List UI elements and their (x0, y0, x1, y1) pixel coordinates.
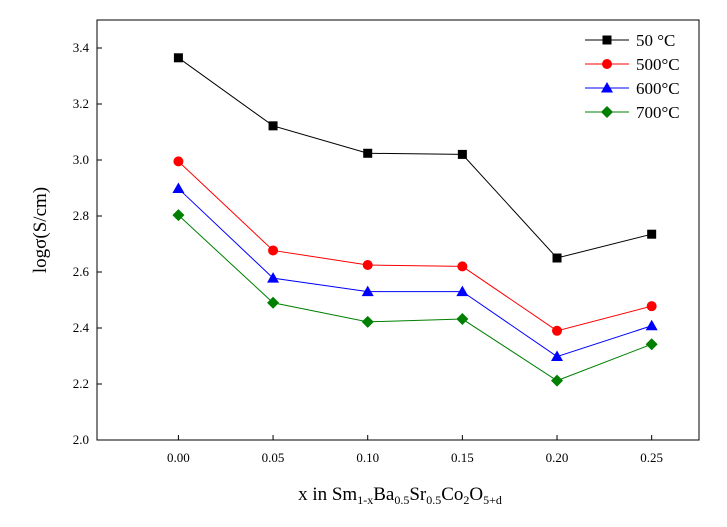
data-point (456, 285, 469, 297)
series-line (178, 214, 652, 382)
data-point (173, 156, 184, 167)
data-point (172, 209, 185, 222)
y-axis-title: logσ(S/cm) (30, 187, 51, 273)
data-point (361, 285, 374, 297)
x-axis-title: x in Sm1-xBa0.5Sr0.5Co2O5+d (298, 484, 502, 507)
x-axis-title-subscript: 5+d (483, 493, 502, 507)
x-tick-label: 0.20 (546, 450, 569, 465)
x-axis-title-subscript: 2 (463, 493, 469, 507)
data-point (362, 260, 373, 270)
data-point (457, 261, 468, 272)
data-point (456, 313, 469, 326)
series-line (178, 57, 652, 259)
series-2 (173, 156, 657, 336)
data-point (646, 301, 657, 312)
y-tick-label: 2.0 (73, 432, 89, 447)
data-point (552, 253, 562, 263)
y-tick-label: 2.8 (73, 208, 89, 223)
x-tick-label: 0.05 (262, 450, 285, 465)
data-point (361, 315, 374, 328)
x-axis-title-part: Sr (409, 484, 427, 505)
y-tick-label: 2.6 (73, 264, 90, 279)
data-point (267, 296, 280, 309)
data-point (645, 338, 658, 351)
y-tick-label: 3.0 (73, 152, 89, 167)
x-axis-title-subscript: 0.5 (394, 493, 409, 507)
x-axis-title-subscript: 0.5 (426, 493, 441, 507)
series-1 (173, 53, 657, 263)
data-point (268, 245, 279, 256)
data-point (647, 229, 657, 239)
x-axis-title-part: Co (441, 484, 463, 505)
x-axis-title-subscript: 1-x (357, 493, 373, 507)
plot-frame (96, 19, 700, 441)
legend-label: 600°C (636, 79, 680, 98)
legend-marker (602, 35, 612, 45)
legend-label: 50 °C (636, 31, 675, 50)
data-point (363, 148, 373, 158)
data-point (645, 319, 658, 331)
x-tick-label: 0.15 (451, 450, 474, 465)
data-point (457, 149, 467, 159)
series-3 (172, 182, 658, 362)
x-tick-label: 0.00 (167, 450, 190, 465)
y-tick-label: 2.2 (73, 376, 89, 391)
data-point (172, 182, 185, 194)
x-tick-label: 0.10 (356, 450, 379, 465)
data-point (551, 350, 564, 362)
x-axis-title-part: x in Sm (298, 484, 357, 505)
legend-label: 700°C (636, 103, 680, 122)
y-tick-label: 3.2 (73, 96, 89, 111)
data-point (173, 53, 183, 63)
y-tick-label: 3.4 (73, 40, 90, 55)
data-point (267, 272, 280, 283)
x-axis-title-part: Ba (373, 484, 395, 505)
x-axis-title-part: O (469, 484, 483, 505)
y-tick-label: 2.4 (73, 320, 90, 335)
series-line (178, 188, 652, 358)
series-line (178, 161, 652, 332)
x-tick-label: 0.25 (640, 450, 663, 465)
legend-marker (601, 106, 613, 118)
legend-label: 500°C (636, 55, 680, 74)
data-point (552, 325, 563, 336)
legend: 50 °C 500°C 600°C 700°C (585, 31, 680, 122)
data-point (268, 121, 278, 131)
legend-marker (602, 59, 612, 69)
legend-marker (601, 82, 613, 93)
series-4 (172, 209, 658, 387)
data-point (551, 374, 564, 387)
